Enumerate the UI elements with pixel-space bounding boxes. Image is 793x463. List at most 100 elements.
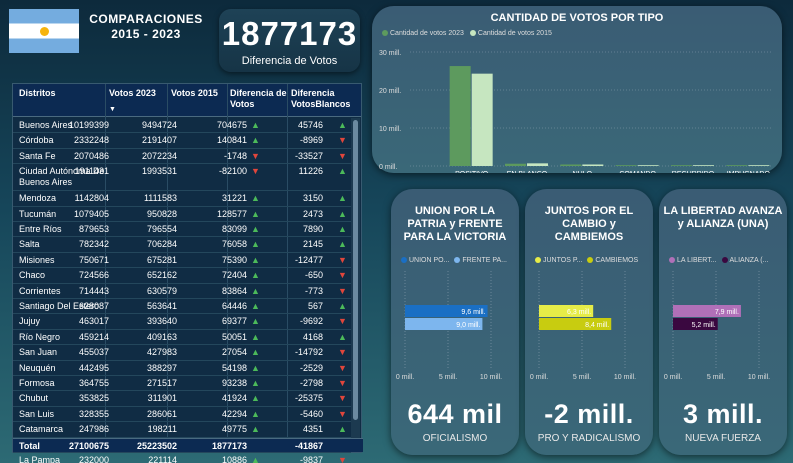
bar-data-label: 6,3 mill. <box>567 309 591 316</box>
party-bar[interactable] <box>539 318 612 330</box>
diferencia-blancos: 4168 <box>302 331 323 342</box>
kpi-label: NUEVA FUERZA <box>685 433 761 444</box>
table-row[interactable]: Formosa 364755 271517 93238 -2798 ▲ ▼ <box>13 376 351 392</box>
bar-cantidad-de-votos-2015[interactable] <box>637 165 659 166</box>
district-name: San Luis <box>19 408 55 419</box>
column-header-diferencia-blancos[interactable]: Diferencia VotosBlancos <box>291 88 351 109</box>
scrollbar-thumb[interactable] <box>353 120 358 420</box>
votos-2023: 628087 <box>78 301 109 311</box>
bar-cantidad-de-votos-2023[interactable] <box>449 66 471 166</box>
chart-legend: Cantidad de votos 2023 Cantidad de votos… <box>382 30 552 37</box>
diferencia-votos: 704675 <box>216 120 247 130</box>
table-row[interactable]: Buenos Aires 10199399 9494724 704675 45746 ▲ ▲ <box>13 118 351 134</box>
table-row[interactable]: Chubut 353825 311901 41924 -25375 ▲ ▼ <box>13 391 351 407</box>
votos-2015: 950828 <box>146 208 177 219</box>
arrow-down-icon: ▼ <box>338 393 347 404</box>
district-name: Córdoba <box>19 135 54 146</box>
party-bar[interactable] <box>539 305 594 317</box>
table-scrollbar[interactable] <box>351 118 360 438</box>
votos-2023: 1142804 <box>74 193 109 204</box>
diferencia-blancos: 3150 <box>302 193 323 204</box>
legend-item[interactable]: ALIANZA (... <box>721 257 768 264</box>
vote-type-chart-title: CANTIDAD DE VOTOS POR TIPO <box>490 12 664 24</box>
arrow-up-icon: ▲ <box>251 193 260 204</box>
bar-cantidad-de-votos-2015[interactable] <box>471 73 493 166</box>
bar-cantidad-de-votos-2015[interactable] <box>582 164 604 166</box>
bar-cantidad-de-votos-2015[interactable] <box>693 165 714 166</box>
legend-dot-icon <box>669 257 675 264</box>
table-row[interactable]: Entre Ríos 879653 796554 83099 7890 ▲ ▲ <box>13 222 351 238</box>
arrow-down-icon: ▼ <box>338 285 347 296</box>
bar-cantidad-de-votos-2023[interactable] <box>505 163 526 166</box>
arrow-down-icon: ▼ <box>338 347 347 358</box>
party-bar[interactable] <box>405 305 488 317</box>
votos-2023: 463017 <box>78 316 109 327</box>
votos-2023: 750671 <box>78 254 109 265</box>
diferencia-votos: 93238 <box>221 378 247 388</box>
table-row[interactable]: San Juan 455037 427983 27054 -14792 ▲ ▼ <box>13 345 351 361</box>
district-name: Santiago Del Estero <box>19 301 100 311</box>
table-row[interactable]: Misiones 750671 675281 75390 -12477 ▲ ▼ <box>13 253 351 269</box>
x-category-label: IMPUGNADO <box>727 171 771 173</box>
arrow-up-icon: ▲ <box>251 316 260 327</box>
district-name: Jujuy <box>19 316 41 327</box>
legend-dot-icon <box>401 257 407 264</box>
diferencia-votos: 42294 <box>221 408 247 419</box>
arrow-up-icon: ▲ <box>338 239 347 250</box>
district-name: Santa Fe <box>19 150 56 161</box>
bar-cantidad-de-votos-2023[interactable] <box>560 164 582 166</box>
legend-item[interactable]: JUNTOS P... <box>535 257 582 264</box>
bar-cantidad-de-votos-2023[interactable] <box>671 165 692 166</box>
legend-item[interactable]: LA LIBERT... <box>669 257 717 264</box>
column-header-diferencia-votos[interactable]: Diferencia de Votos <box>230 88 287 109</box>
party-bar[interactable] <box>673 305 741 317</box>
vote-difference-label: Diferencia de Votos <box>241 55 338 67</box>
bar-data-label: 8,4 mill. <box>585 322 609 329</box>
party-bar[interactable] <box>405 318 483 330</box>
bar-data-label: 5,2 mill. <box>692 322 716 329</box>
diferencia-votos: 54198 <box>221 362 247 373</box>
arrow-down-icon: ▼ <box>338 316 347 327</box>
arrow-up-icon: ▲ <box>251 285 260 296</box>
table-row[interactable]: La Pampa 232000 221114 10886 -9837 ▲ ▼ <box>13 453 351 463</box>
table-row[interactable]: Río Negro 459214 409163 50051 4168 ▲ ▲ <box>13 330 351 346</box>
table-row[interactable]: Jujuy 463017 393640 69377 -9692 ▲ ▼ <box>13 314 351 330</box>
legend-item-2015[interactable]: Cantidad de votos 2015 <box>469 30 552 37</box>
table-row[interactable]: Santiago Del Estero 628087 563641 64446 567 ▲… <box>13 299 351 315</box>
table-row[interactable]: Catamarca 247986 198211 49775 4351 ▲ ▲ <box>13 422 351 438</box>
party-bar-chart: 0 mill. 5 mill. 10 mill. 9,6 mill. 9,0 mill. <box>396 271 502 381</box>
legend-label-2023: Cantidad de votos 2023 <box>390 30 464 37</box>
votos-2023: 328355 <box>78 408 109 419</box>
votos-2023: 442495 <box>78 362 109 373</box>
table-row[interactable]: Mendoza 1142804 1111583 31221 3150 ▲ ▲ <box>13 191 351 207</box>
table-row[interactable]: San Luis 328355 286061 42294 -5460 ▲ ▼ <box>13 407 351 423</box>
votos-2023: 724566 <box>78 270 109 281</box>
table-row[interactable]: Corrientes 714443 630579 83864 -773 ▲ ▼ <box>13 284 351 299</box>
column-header-votos-2023[interactable]: Votos 2023 <box>109 88 156 98</box>
legend-item[interactable]: FRENTE PA... <box>454 257 507 264</box>
table-row[interactable]: Salta 782342 706284 76058 2145 ▲ ▲ <box>13 237 351 253</box>
party-bar[interactable] <box>673 318 718 330</box>
diferencia-votos: 69377 <box>221 316 247 327</box>
bar-cantidad-de-votos-2023[interactable] <box>726 165 748 166</box>
legend-item-2023[interactable]: Cantidad de votos 2023 <box>382 30 464 37</box>
bar-cantidad-de-votos-2023[interactable] <box>615 165 637 166</box>
table-row[interactable]: Tucumán 1079405 950828 128577 2473 ▲ ▲ <box>13 207 351 222</box>
table-row[interactable]: Neuquén 442495 388297 54198 -2529 ▲ ▼ <box>13 361 351 376</box>
legend-item[interactable]: UNION PO... <box>401 257 449 264</box>
diferencia-votos: 75390 <box>221 254 247 265</box>
sort-desc-icon[interactable]: ▼ <box>109 106 116 113</box>
column-header-votos-2015[interactable]: Votos 2015 <box>171 88 218 98</box>
votos-2015: 1993531 <box>141 166 177 177</box>
bar-cantidad-de-votos-2015[interactable] <box>527 163 548 166</box>
bar-cantidad-de-votos-2015[interactable] <box>748 165 770 166</box>
table-row[interactable]: Chaco 724566 652162 72404 -650 ▲ ▼ <box>13 268 351 284</box>
legend-item[interactable]: CAMBIEMOS <box>587 257 638 264</box>
votos-2015: 2191407 <box>141 135 177 146</box>
legend-label: LA LIBERT... <box>677 257 717 264</box>
table-row[interactable]: Córdoba 2332248 2191407 140841 -8969 ▲ ▼ <box>13 133 351 149</box>
table-row[interactable]: Ciudad Autónoma De Buenos Aires 1911431 19… <box>13 164 351 192</box>
table-row[interactable]: Santa Fe 2070486 2072234 -1748 -33527 ▼ ▼ <box>13 149 351 165</box>
y-tick-label: 0 mill. <box>379 164 397 171</box>
column-header-distritos[interactable]: Distritos <box>19 88 56 98</box>
